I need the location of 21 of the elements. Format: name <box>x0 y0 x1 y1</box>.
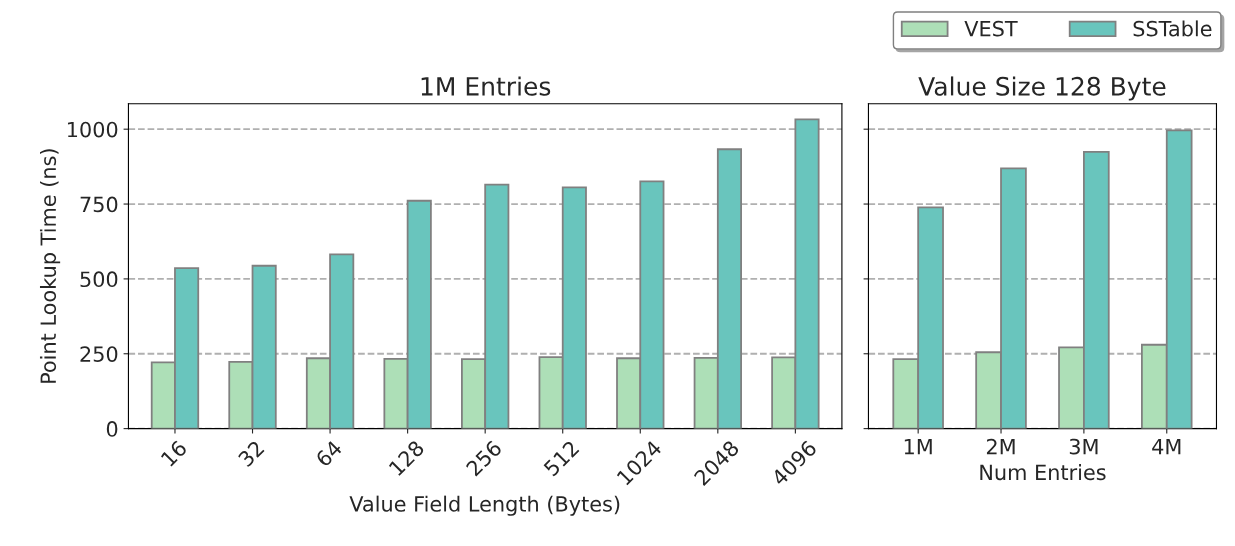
x-tick-label: 128 <box>388 439 425 477</box>
chart-title: Value Size 128 Byte <box>918 76 1166 101</box>
x-tick-label: 1M <box>904 438 932 455</box>
x-axis-title: Num Entries <box>980 464 1106 481</box>
y-tick-label: 500 <box>80 271 118 288</box>
chart-title: 1M Entries <box>421 76 551 96</box>
y-tick-label: 250 <box>80 346 118 362</box>
legend-label: SSTable <box>1133 20 1212 37</box>
y-tick-label: 0 <box>106 421 118 437</box>
x-axis-title: Value Field Length (Bytes) <box>349 495 620 516</box>
x-tick-label: 4M <box>1152 438 1181 455</box>
x-tick-label: 3M <box>1069 438 1098 455</box>
y-axis-title: Point Lookup Time (ns) <box>39 149 61 383</box>
x-tick-label: 64 <box>314 439 343 468</box>
y-tick-label: 750 <box>80 196 118 213</box>
legend-label: VEST <box>964 20 1018 37</box>
y-tick-label: 1000 <box>67 121 118 138</box>
x-tick-label: 2M <box>986 438 1015 455</box>
x-tick-label: 32 <box>237 440 265 468</box>
x-tick-label: 512 <box>542 440 580 477</box>
x-tick-label: 16 <box>160 439 188 467</box>
